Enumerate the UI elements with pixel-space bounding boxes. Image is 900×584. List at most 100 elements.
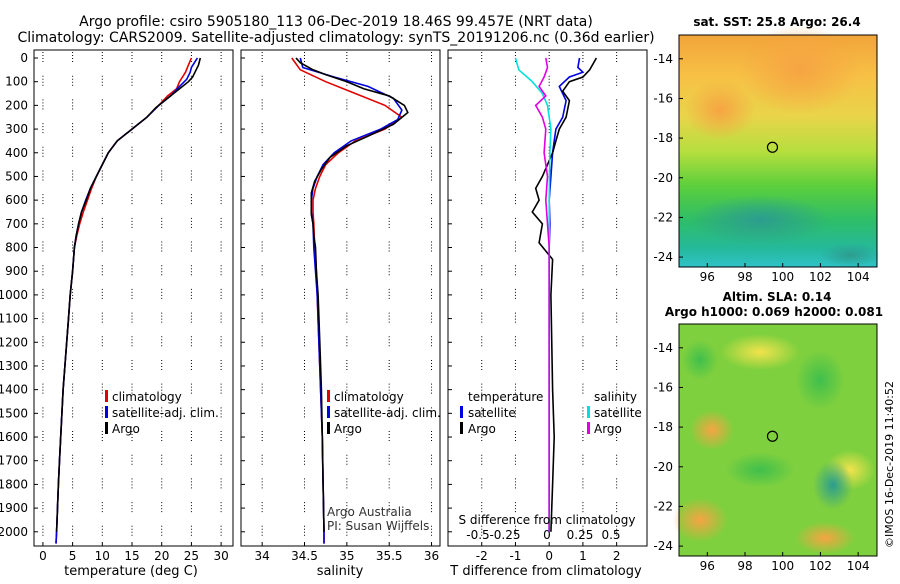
profile-line xyxy=(531,57,598,532)
x-tick-label: 0 xyxy=(39,549,47,563)
legend-swatch-s-satellite xyxy=(587,406,590,418)
legend-label-s-satellite: satellite xyxy=(594,406,642,420)
map-y-tick-label: -16 xyxy=(653,91,673,105)
s-tick-label: 0 xyxy=(543,528,551,542)
legend-swatch-argo xyxy=(105,422,108,434)
sst-cool-patch xyxy=(820,243,880,267)
map-x-tick-label: 102 xyxy=(809,559,832,573)
depth-tick-label: 200 xyxy=(5,98,28,112)
depth-tick-label: 0 xyxy=(20,51,28,65)
map-y-tick-label: -18 xyxy=(653,131,673,145)
temperature-axis-label: temperature (deg C) xyxy=(64,564,198,579)
legend-label-climatology: climatology xyxy=(334,390,404,404)
map-x-tick-label: 98 xyxy=(737,559,752,573)
x-tick-label: -1 xyxy=(509,549,521,563)
depth-tick-label: 1000 xyxy=(0,288,28,302)
legend-swatch-argo xyxy=(327,422,330,434)
s-tick-label: -0.25 xyxy=(489,528,520,542)
legend-label-argo: Argo xyxy=(334,422,362,436)
map-y-tick-label: -14 xyxy=(653,52,673,66)
depth-tick-label: 800 xyxy=(5,241,28,255)
map-y-tick-label: -24 xyxy=(653,250,673,264)
depth-tick-label: 1600 xyxy=(0,430,28,444)
map-y-tick-label: -20 xyxy=(653,171,673,185)
legend-label-satellite: satellite-adj. clim. xyxy=(112,406,219,420)
sla-high xyxy=(720,334,800,370)
depth-tick-label: 1700 xyxy=(0,454,28,468)
map-x-tick-label: 104 xyxy=(847,270,870,284)
difference-axis-label: T difference from climatology xyxy=(449,564,642,579)
axis-ticks: 0100200300400500600700800900100011001200… xyxy=(0,51,621,563)
map-y-tick-label: -22 xyxy=(653,210,673,224)
s-tick-label: -0.5 xyxy=(466,528,489,542)
sst-heatmap xyxy=(678,25,880,268)
map-x-tick-label: 102 xyxy=(809,270,832,284)
x-tick-label: 25 xyxy=(184,549,199,563)
sla-heatmap xyxy=(672,323,878,557)
x-tick-label: 35.5 xyxy=(376,549,403,563)
sla-low xyxy=(813,460,853,510)
x-tick-label: 20 xyxy=(154,549,169,563)
profile-line xyxy=(548,57,585,532)
profile-line xyxy=(295,57,409,532)
depth-tick-label: 500 xyxy=(5,169,28,183)
salinity-axis-label: salinity xyxy=(317,564,364,579)
map-y-tick-label: -22 xyxy=(653,499,673,513)
depth-tick-label: 900 xyxy=(5,264,28,278)
legend-label-satellite: satellite-adj. clim. xyxy=(334,406,441,420)
depth-tick-label: 1800 xyxy=(0,477,28,491)
map-y-tick-label: -24 xyxy=(653,539,673,553)
map-y-tick-label: -20 xyxy=(653,460,673,474)
profile-lines xyxy=(55,57,598,544)
legend-label-s-argo: Argo xyxy=(594,422,622,436)
map-x-tick-label: 104 xyxy=(847,559,870,573)
s-tick-label: 0.5 xyxy=(601,528,620,542)
depth-tick-label: 1200 xyxy=(0,335,28,349)
sst-cool-patch xyxy=(690,195,830,245)
depth-tick-label: 1900 xyxy=(0,501,28,515)
sst-map-frame xyxy=(678,34,878,268)
depth-tick-label: 400 xyxy=(5,146,28,160)
x-tick-label: 5 xyxy=(69,549,77,563)
argo-location-marker xyxy=(766,141,779,153)
imos-watermark: ©IMOS 16-Dec-2019 11:40:52 xyxy=(883,381,896,548)
temperature-legend: climatology satellite-adj. clim. Argo xyxy=(105,390,219,436)
x-tick-label: 10 xyxy=(95,549,110,563)
map-y-tick-label: -18 xyxy=(653,420,673,434)
sst-warm-patch xyxy=(740,25,860,115)
profile-line xyxy=(534,57,550,532)
salinity-legend: climatology satellite-adj. clim. Argo xyxy=(327,390,441,436)
sst-warm-patch xyxy=(685,80,755,140)
map-x-tick-label: 96 xyxy=(700,270,715,284)
depth-tick-label: 300 xyxy=(5,122,28,136)
map-y-tick-label: -16 xyxy=(653,380,673,394)
profile-line xyxy=(291,57,404,544)
difference-legend: temperature satellite Argo salinity sate… xyxy=(460,390,642,436)
map-x-tick-label: 100 xyxy=(771,559,794,573)
map-x-tick-label: 100 xyxy=(771,270,794,284)
map-y-tick-label: -14 xyxy=(653,341,673,355)
x-tick-label: 0 xyxy=(545,549,553,563)
x-tick-label: 34.5 xyxy=(291,549,318,563)
depth-tick-label: 600 xyxy=(5,193,28,207)
map-x-tick-label: 98 xyxy=(737,270,752,284)
x-tick-label: 36 xyxy=(424,549,439,563)
depth-tick-label: 2000 xyxy=(0,525,28,539)
sst-map-title: sat. SST: 25.8 Argo: 26.4 xyxy=(693,15,860,29)
legend-swatch-satellite xyxy=(327,406,330,418)
x-tick-label: 35 xyxy=(339,549,354,563)
x-tick-label: 30 xyxy=(213,549,228,563)
legend-heading-salinity: salinity xyxy=(594,390,637,404)
x-tick-label: -2 xyxy=(476,549,488,563)
sla-high xyxy=(672,498,728,542)
legend-swatch-satellite xyxy=(105,406,108,418)
depth-tick-label: 1500 xyxy=(0,406,28,420)
credit-argo-australia: Argo Australia xyxy=(327,505,412,519)
header-line-2: Climatology: CARS2009. Satellite-adjuste… xyxy=(17,30,654,46)
legend-swatch-t-satellite xyxy=(460,406,463,418)
profile-line xyxy=(299,57,403,544)
credit-pi: PI: Susan Wijffels xyxy=(327,519,429,533)
difference-panel-frame xyxy=(447,49,648,547)
profile-line xyxy=(55,57,193,544)
